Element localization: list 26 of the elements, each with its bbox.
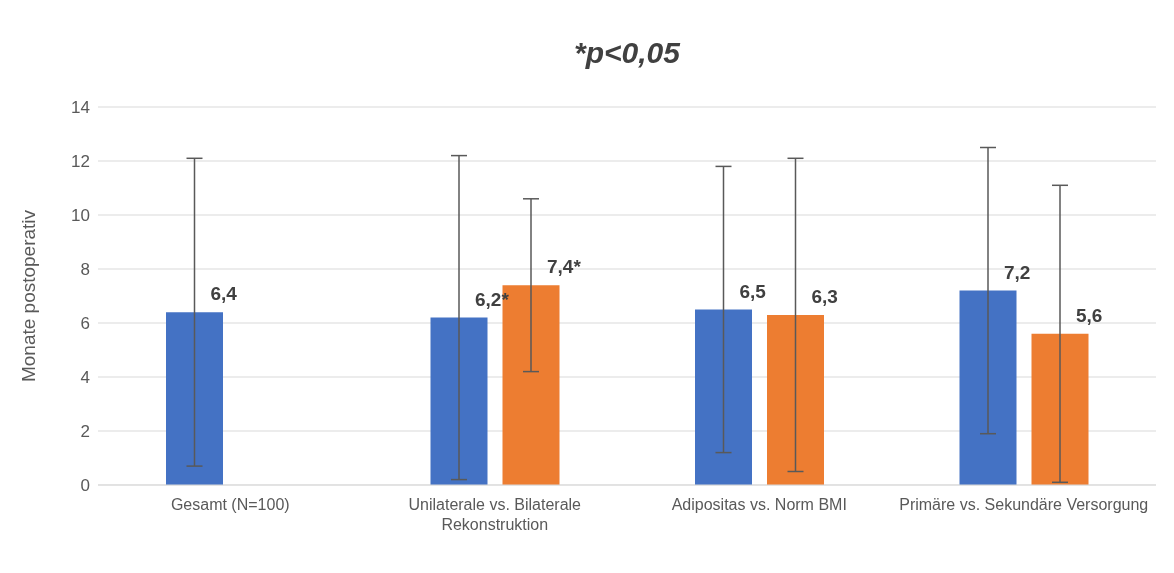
bar	[695, 309, 752, 485]
y-tick-label: 4	[80, 368, 90, 388]
y-tick-label: 10	[71, 206, 90, 226]
x-tick-label: Adipositas vs. Norm BMI	[671, 496, 847, 514]
data-label: 5,6	[1076, 304, 1103, 326]
bar	[1031, 333, 1089, 485]
bar	[767, 314, 824, 485]
data-label: 6,5	[739, 280, 767, 302]
chart-title: *p<0,05	[574, 36, 682, 69]
y-tick-label: 6	[80, 314, 90, 334]
x-tick-label: Gesamt (N=100)	[170, 496, 290, 514]
data-label: 7,2	[1004, 261, 1031, 283]
y-tick-label: 8	[80, 260, 90, 280]
y-tick-label: 2	[80, 422, 90, 442]
bar	[430, 317, 488, 485]
y-tick-label: 0	[80, 476, 90, 496]
data-label: 6,3	[811, 285, 838, 307]
y-tick-label: 14	[71, 98, 90, 118]
y-tick-label: 12	[71, 152, 90, 172]
x-tick-label: Unilaterale vs. Bilaterale Rekonstruktion	[408, 496, 582, 534]
bar	[959, 290, 1017, 485]
data-label: 6,4	[210, 283, 238, 305]
bar	[166, 312, 223, 485]
x-tick-label: Primäre vs. Sekundäre Versorgung	[899, 496, 1149, 514]
y-axis-title: Monate postoperativ	[17, 209, 39, 383]
data-label: 7,4*	[547, 256, 582, 278]
